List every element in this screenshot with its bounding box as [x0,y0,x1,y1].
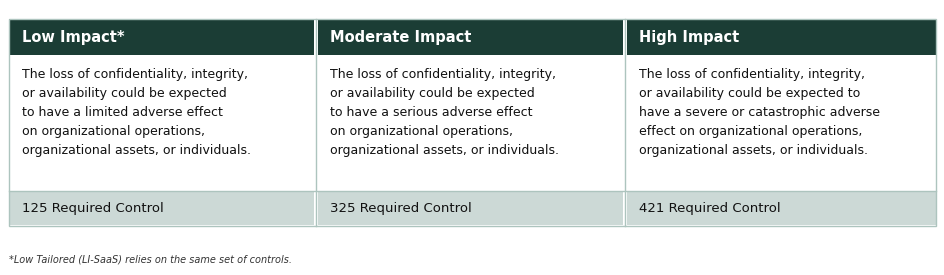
Bar [626,55,935,191]
Text: Moderate Impact: Moderate Impact [330,30,471,45]
Text: High Impact: High Impact [638,30,738,45]
Text: 421 Required Control: 421 Required Control [638,202,780,215]
Bar [318,55,622,191]
Bar [318,19,622,55]
Text: The loss of confidentiality, integrity,
or availability could be expected
to hav: The loss of confidentiality, integrity, … [22,68,250,157]
Text: The loss of confidentiality, integrity,
or availability could be expected
to hav: The loss of confidentiality, integrity, … [330,68,559,157]
Text: The loss of confidentiality, integrity,
or availability could be expected to
hav: The loss of confidentiality, integrity, … [638,68,879,157]
Text: Low Impact*: Low Impact* [22,30,125,45]
Bar [9,55,314,191]
Bar [626,191,935,225]
Text: *Low Tailored (LI-SaaS) relies on the same set of controls.: *Low Tailored (LI-SaaS) relies on the sa… [9,254,292,264]
Text: 125 Required Control: 125 Required Control [22,202,163,215]
Text: 325 Required Control: 325 Required Control [330,202,472,215]
Bar [9,191,314,225]
Bar [626,19,935,55]
Bar [9,19,314,55]
Bar [9,19,935,226]
Bar [318,191,622,225]
